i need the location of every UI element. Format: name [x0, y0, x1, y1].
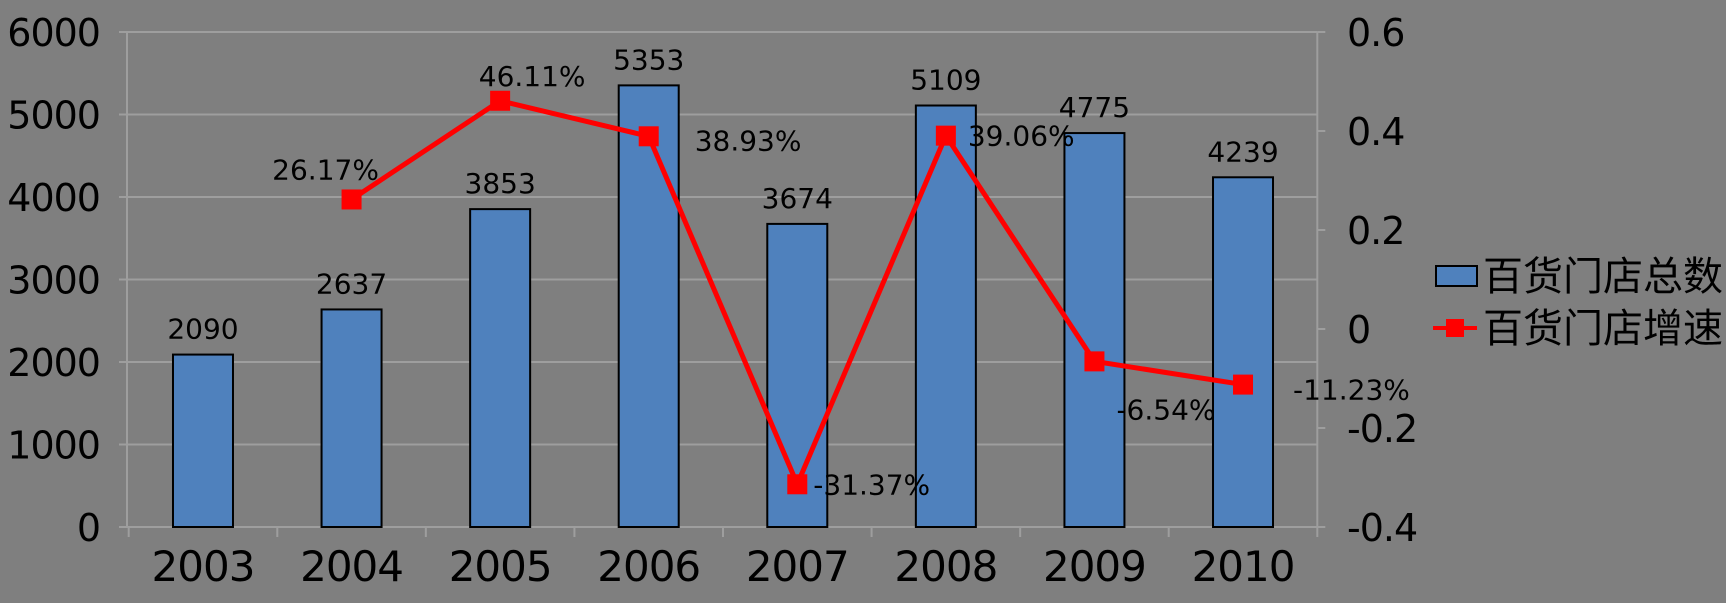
- bar-2005: [469, 208, 532, 528]
- bar-value-label-2005: 3853: [465, 167, 536, 200]
- line-marker-2006: [638, 126, 659, 147]
- line-marker-2007: [787, 474, 808, 495]
- bar-value-label-2004: 2637: [316, 267, 387, 300]
- bar-2010: [1212, 176, 1275, 528]
- point-label-2010: -11.23%: [1293, 374, 1410, 407]
- line-marker-2004: [341, 189, 362, 210]
- bar-2003: [171, 353, 234, 529]
- y-left-label-2000: 2000: [7, 341, 100, 385]
- line-marker-2008: [935, 125, 956, 146]
- bar-value-label-2006: 5353: [613, 43, 684, 76]
- x-axis-label-2003: 2003: [152, 542, 255, 591]
- y-right-label--0.4: -0.4: [1347, 506, 1417, 550]
- point-label-2005: 46.11%: [479, 60, 586, 93]
- y-left-label-5000: 5000: [7, 94, 100, 138]
- bar-value-label-2008: 5109: [910, 64, 981, 97]
- y-right-label-0.2: 0.2: [1347, 209, 1404, 253]
- bar-value-label-2007: 3674: [762, 182, 833, 215]
- bar-2006: [617, 84, 680, 528]
- point-label-2004: 26.17%: [272, 153, 379, 186]
- point-label-2009: -6.54%: [1116, 393, 1215, 426]
- x-axis-label-2007: 2007: [746, 542, 849, 591]
- line-marker-2005: [490, 90, 511, 111]
- legend-label-line-series: 百货门店增速: [1483, 306, 1723, 352]
- y-left-label-6000: 6000: [7, 11, 100, 55]
- legend-marker-line-series: [1446, 319, 1464, 337]
- line-marker-2010: [1233, 374, 1254, 395]
- legend-swatch-bar-series: [1435, 265, 1478, 287]
- y-left-label-4000: 4000: [7, 176, 100, 220]
- bar-value-label-2003: 2090: [167, 313, 238, 346]
- point-label-2008: 39.06%: [968, 120, 1075, 153]
- bar-value-label-2010: 4239: [1207, 135, 1278, 168]
- y-right-label-0.4: 0.4: [1347, 110, 1404, 154]
- bar-2004: [320, 308, 383, 529]
- y-right-label-0: 0: [1347, 308, 1370, 352]
- line-marker-2009: [1084, 351, 1105, 372]
- y-left-label-0: 0: [77, 506, 100, 550]
- y-right-label--0.2: -0.2: [1347, 407, 1417, 451]
- x-axis-label-2004: 2004: [300, 542, 403, 591]
- bar-2008: [914, 104, 977, 528]
- x-axis-label-2008: 2008: [894, 542, 997, 591]
- x-axis-label-2010: 2010: [1192, 542, 1295, 591]
- x-axis-label-2005: 2005: [449, 542, 552, 591]
- point-label-2006: 38.93%: [695, 124, 802, 157]
- y-left-label-3000: 3000: [7, 259, 100, 303]
- x-axis-label-2006: 2006: [597, 542, 700, 591]
- y-right-label-0.6: 0.6: [1347, 11, 1404, 55]
- legend-label-bar-series: 百货门店总数: [1483, 254, 1723, 300]
- point-label-2007: -31.37%: [813, 468, 930, 501]
- x-axis-label-2009: 2009: [1043, 542, 1146, 591]
- y-left-label-1000: 1000: [7, 424, 100, 468]
- bar-value-label-2009: 4775: [1059, 91, 1130, 124]
